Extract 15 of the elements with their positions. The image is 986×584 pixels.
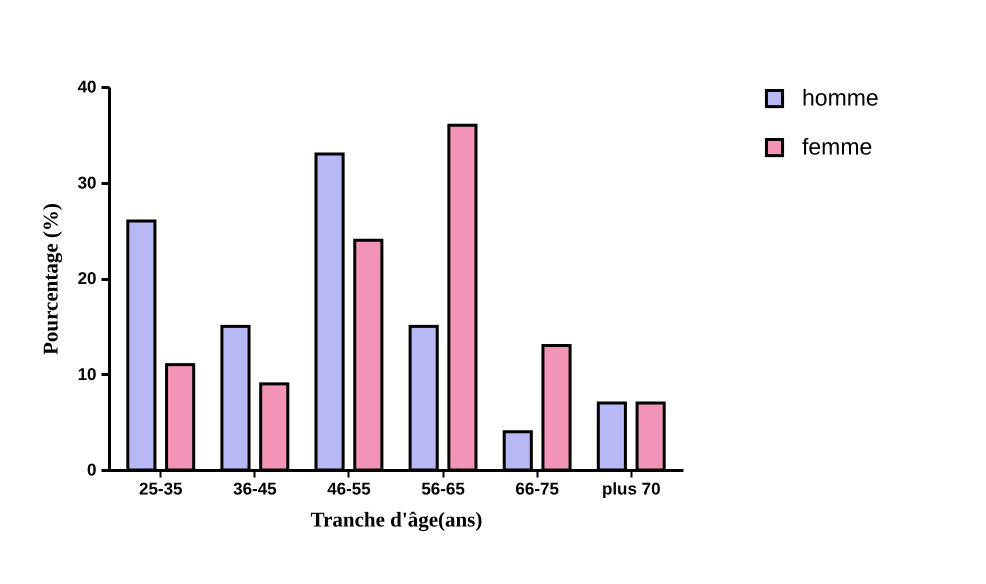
x-tick-label: plus 70: [602, 480, 661, 498]
x-tick-label: 36-45: [233, 480, 277, 498]
x-tick-label: 46-55: [327, 480, 371, 498]
y-axis-title: Pourcentage (%): [38, 203, 63, 355]
x-axis-title: Tranche d'âge(ans): [310, 508, 482, 532]
legend-label: femme: [802, 134, 872, 160]
x-tick-label: 56-65: [421, 480, 465, 498]
y-tick-label: 20: [78, 269, 96, 288]
y-tick-label: 10: [78, 364, 96, 384]
x-tick-label: 66-75: [515, 480, 559, 498]
y-tick-label: 40: [78, 78, 96, 96]
x-tick-label: 25-35: [139, 480, 182, 498]
y-tick-label: 0: [87, 460, 96, 480]
y-tick-label: 30: [78, 173, 96, 192]
legend-label: homme: [802, 84, 879, 110]
